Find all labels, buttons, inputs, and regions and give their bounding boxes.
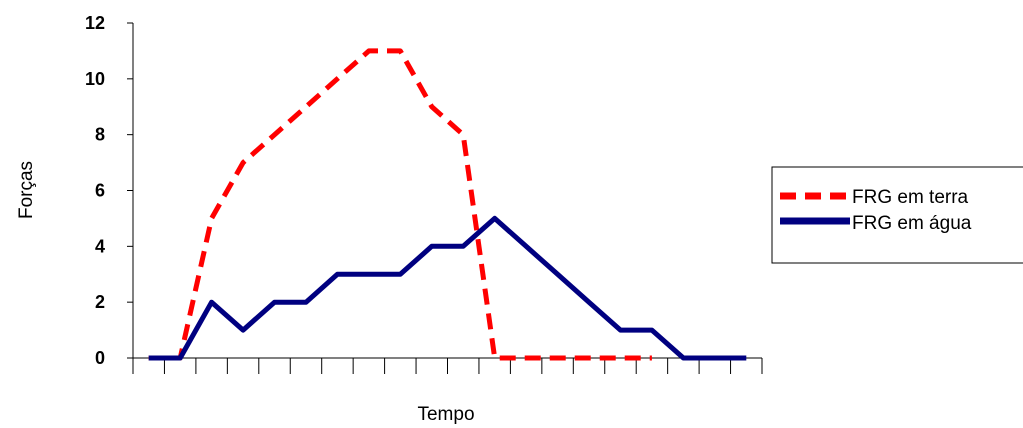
series-layer [148,48,747,361]
series-line-terra [148,48,652,361]
legend-box [771,166,1023,264]
y-tick-label: 8 [95,125,105,145]
x-ticks [132,358,763,374]
y-tick-label: 10 [85,69,105,89]
x-axis-title: Tempo [417,404,474,425]
legend: FRG em terra FRG em água [771,166,1023,264]
y-tick-label: 12 [85,13,105,33]
y-tick-label: 2 [95,292,105,312]
series-line-agua [148,215,747,361]
y-tick-label: 4 [95,236,105,256]
y-ticks: 0 2 4 6 8 10 12 [85,13,133,368]
y-axis-title: Forças [16,161,37,219]
legend-label-agua: FRG em água [852,213,972,234]
legend-label-terra: FRG em terra [852,187,969,208]
y-tick-label: 0 [95,348,105,368]
y-tick-label: 6 [95,181,105,201]
